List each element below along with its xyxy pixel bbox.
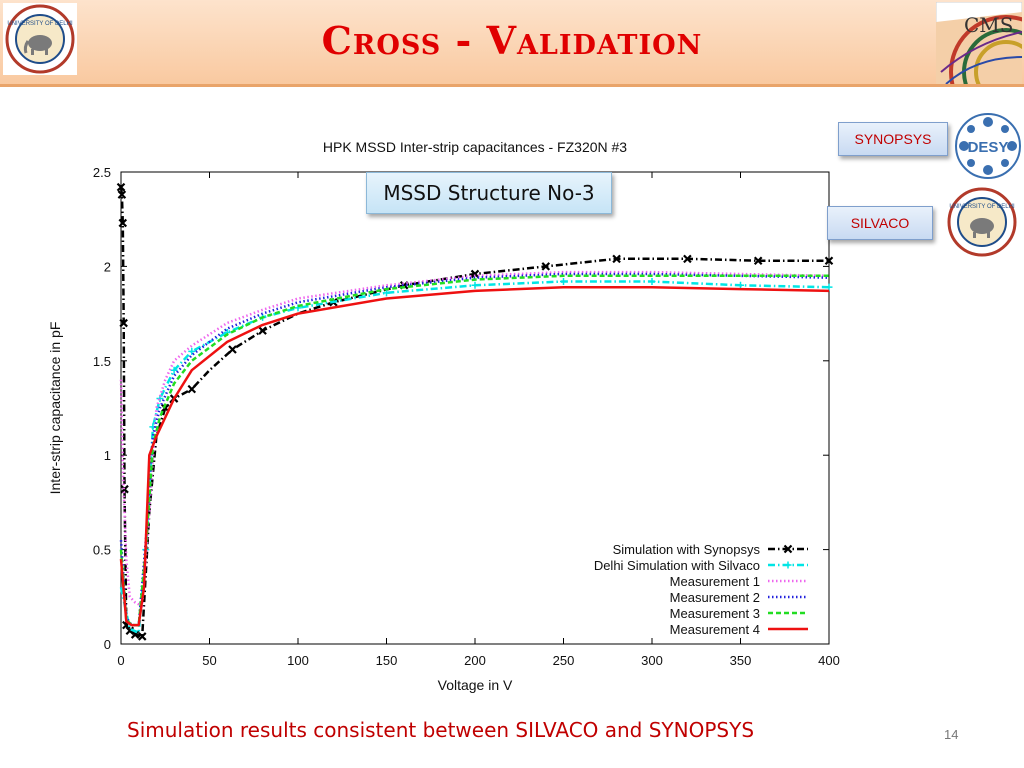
legend-entry-label: Measurement 4 [670, 622, 760, 637]
data-point-marker [471, 281, 479, 289]
data-point-marker [648, 278, 656, 286]
x-tick-label: 100 [287, 653, 309, 668]
y-tick-label: 0.5 [93, 543, 111, 558]
series-line [119, 285, 830, 627]
university-of-delhi-logo-small: UNIVERSITY OF DELHI [946, 186, 1018, 258]
slide-caption: Simulation results consistent between SI… [127, 718, 755, 742]
data-point-marker [783, 544, 793, 554]
data-point-marker [187, 384, 197, 394]
x-axis-label: Voltage in V [438, 677, 513, 693]
x-tick-label: 200 [464, 653, 486, 668]
data-point-marker [560, 278, 567, 286]
data-point-marker [116, 182, 126, 192]
cms-logo-text: CMS [964, 13, 1013, 37]
data-point-marker [383, 289, 390, 297]
data-point-marker [683, 254, 692, 264]
legend-entry-label: Simulation with Synopsys [613, 542, 761, 557]
legend-entry-label: Measurement 2 [670, 590, 760, 605]
desy-logo-text: DESY [968, 139, 1009, 156]
silvaco-tag: SILVACO [827, 206, 933, 240]
x-tick-label: 50 [202, 653, 216, 668]
series-layer [116, 182, 834, 641]
data-point-marker [117, 190, 127, 199]
y-tick-label: 2.5 [93, 165, 111, 180]
du-small-logo-text: UNIVERSITY OF DELHI [949, 204, 1015, 210]
data-point-marker [753, 256, 763, 266]
data-point-marker [170, 366, 178, 374]
y-tick-label: 1.5 [93, 354, 111, 369]
desy-logo: DESY [952, 110, 1024, 182]
y-tick-label: 0 [104, 637, 111, 652]
axis-ticks: 0 50 100 150 200 250 300 350 400 0 0.5 1 1.5 2 2.5 [93, 165, 840, 668]
data-point-marker [120, 484, 129, 494]
synopsys-tag: SYNOPSYS [838, 122, 948, 156]
y-axis-label: Inter-strip capacitance in pF [47, 322, 63, 495]
legend-entry-label: Delhi Simulation with Silvaco [594, 558, 760, 573]
page-number: 14 [944, 727, 959, 742]
x-tick-label: 150 [376, 653, 398, 668]
data-point-marker [541, 262, 551, 271]
x-tick-label: 350 [730, 653, 752, 668]
structure-callout: MSSD Structure No-3 [366, 172, 612, 214]
legend-entry-label: Measurement 3 [670, 606, 760, 621]
slide-title: Cross - Validation [321, 18, 703, 63]
data-point-marker [118, 218, 128, 228]
data-point-marker [130, 630, 140, 639]
data-point-marker [258, 326, 267, 335]
data-point-marker [784, 561, 792, 569]
slide-header: UNIVERSITY OF DELHI Cross - Validation C… [0, 0, 1024, 129]
university-of-delhi-logo: UNIVERSITY OF DELHI [3, 3, 77, 75]
x-tick-label: 0 [117, 653, 124, 668]
data-point-marker [137, 632, 147, 641]
chart-title: HPK MSSD Inter-strip capacitances - FZ32… [323, 139, 627, 155]
y-tick-label: 1 [104, 448, 111, 463]
du-logo-text: UNIVERSITY OF DELHI [7, 21, 73, 27]
x-tick-label: 400 [818, 653, 840, 668]
data-point-marker [119, 318, 128, 328]
x-tick-label: 250 [553, 653, 575, 668]
data-point-marker [470, 269, 480, 279]
chart: HPK MSSD Inter-strip capacitances - FZ32… [44, 128, 864, 698]
chart-svg: HPK MSSD Inter-strip capacitances - FZ32… [47, 139, 840, 693]
x-tick-label: 300 [641, 653, 663, 668]
data-point-marker [188, 347, 196, 355]
data-point-marker [825, 283, 833, 291]
data-point-marker [228, 345, 237, 354]
y-tick-label: 2 [104, 259, 111, 274]
cms-logo: CMS [935, 1, 1024, 129]
data-point-marker [737, 281, 744, 289]
data-point-marker [612, 254, 621, 264]
data-point-marker [824, 256, 834, 266]
legend-entry-label: Measurement 1 [670, 574, 760, 589]
series-measurement-4 [119, 285, 830, 627]
